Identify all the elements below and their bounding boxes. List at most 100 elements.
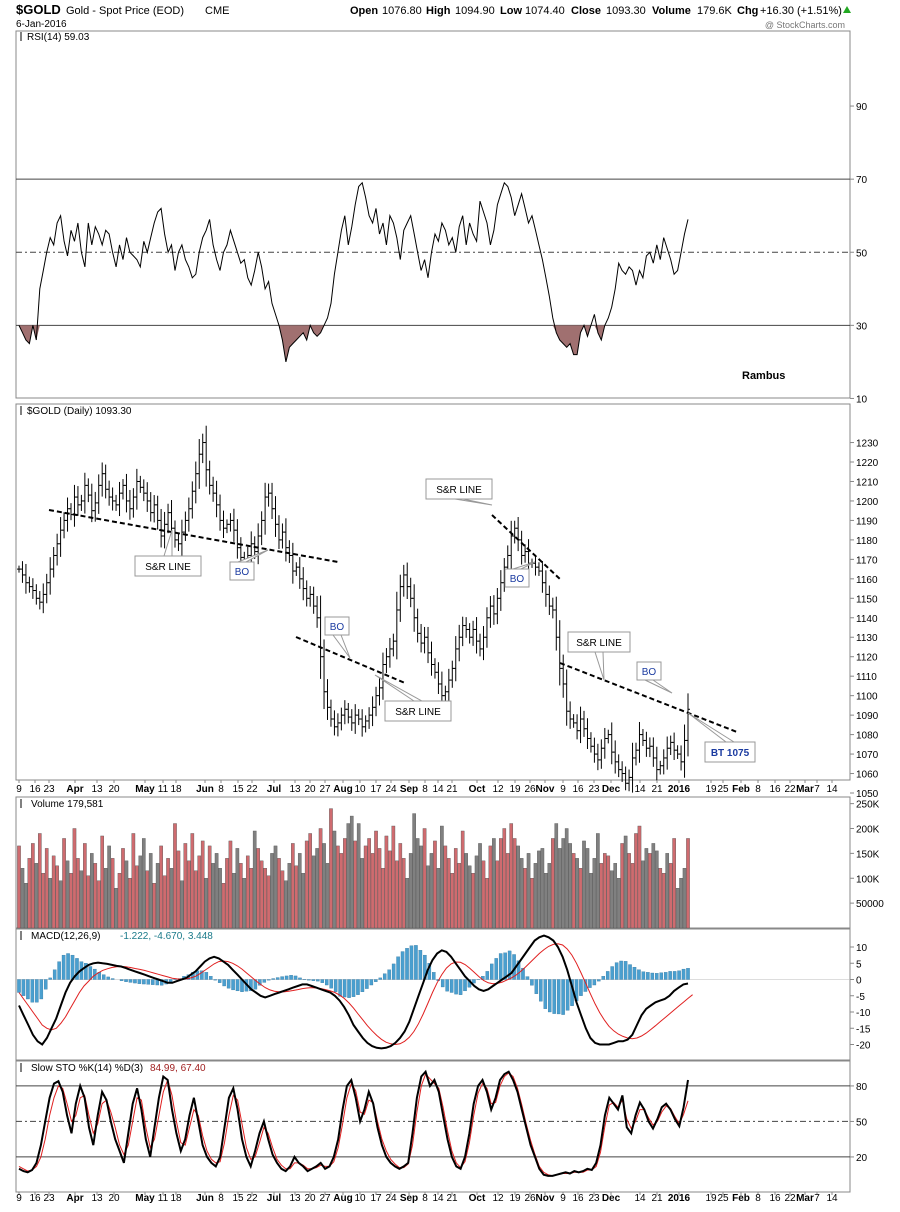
volume-bar: [451, 873, 454, 928]
x-tick-label: 19: [509, 784, 521, 795]
x-tick-label: 8: [755, 784, 761, 795]
volume-bar: [607, 856, 610, 928]
volume-bar: [388, 851, 391, 928]
macd-histogram-bar: [339, 980, 342, 997]
x-tick-label: 2016: [668, 1193, 691, 1204]
x-tick-label: Mar: [796, 784, 814, 795]
volume-bar: [128, 878, 131, 928]
volume-bar: [517, 846, 520, 928]
high-label: High: [426, 5, 451, 17]
x-tick-label: Oct: [469, 784, 486, 795]
price-y-tick-label: 1110: [856, 672, 877, 683]
volume-bar: [458, 863, 461, 928]
macd-histogram-bar: [53, 970, 56, 980]
macd-histogram-bar: [66, 954, 69, 980]
annotation-label: S&R LINE: [576, 638, 622, 649]
watermark: @ StockCharts.com: [765, 20, 845, 30]
price-y-tick-label: 1120: [856, 653, 878, 664]
x-tick-label: 20: [108, 784, 120, 795]
volume-bar: [534, 863, 537, 928]
macd-histogram-bar: [620, 961, 623, 980]
macd-histogram-bar: [312, 980, 315, 981]
volume-bar: [364, 846, 367, 928]
volume-bar: [146, 871, 149, 928]
x-tick-label: 8: [218, 1193, 224, 1204]
price-y-tick-label: 1130: [856, 633, 878, 644]
volume-bar: [513, 838, 516, 928]
macd-histogram-bar: [441, 980, 444, 987]
volume-bar: [246, 856, 249, 928]
rsi-frame: [16, 31, 850, 398]
volume-bar: [624, 836, 627, 928]
volume-bar: [627, 853, 630, 928]
x-tick-label: 23: [588, 784, 600, 795]
volume-bar: [177, 851, 180, 928]
volume-bar: [288, 863, 291, 928]
volume-bar: [430, 853, 433, 928]
volume-bar: [309, 833, 312, 928]
volume-bar: [666, 853, 669, 928]
volume-bar: [652, 843, 655, 928]
x-tick-label: 20: [304, 1193, 316, 1204]
macd-histogram-bar: [637, 970, 640, 980]
volume-bar: [201, 841, 204, 928]
macd-histogram-bar: [365, 980, 368, 989]
macd-histogram-bar: [677, 971, 680, 980]
x-tick-label: 21: [651, 1193, 663, 1204]
macd-histogram-bar: [111, 979, 114, 980]
volume-bar: [523, 868, 526, 928]
macd-histogram-bar: [352, 980, 355, 997]
volume-bar: [277, 858, 280, 928]
macd-histogram-bar: [397, 957, 400, 980]
volume-bar: [225, 858, 228, 928]
volume-bar: [378, 848, 381, 928]
macd-histogram-bar: [26, 980, 29, 1000]
x-tick-label: 19: [705, 1193, 717, 1204]
stochastic-title: Slow STO %K(14) %D(3): [31, 1063, 143, 1074]
volume-bar: [648, 853, 651, 928]
macd-histogram-bar: [356, 980, 359, 995]
macd-histogram-bar: [236, 980, 239, 991]
price-y-tick-label: 1220: [856, 458, 879, 469]
macd-histogram-bar: [142, 980, 145, 985]
annotation-label: BO: [235, 567, 250, 578]
volume-bar: [655, 851, 658, 928]
volume-title: Volume 179,581: [31, 799, 104, 810]
volume-bar: [461, 831, 464, 928]
volume-bar: [253, 831, 256, 928]
macd-histogram-bar: [107, 977, 110, 980]
volume-bar: [541, 848, 544, 928]
volume-bar: [66, 861, 69, 928]
stochastic-values: 84.99, 67.40: [150, 1063, 206, 1074]
volume-bar: [392, 826, 395, 928]
volume-bar: [465, 853, 468, 928]
volume-bar: [191, 833, 194, 928]
price-y-tick-label: 1190: [856, 516, 878, 527]
macd-histogram-bar: [17, 980, 20, 993]
volume-bar: [218, 868, 221, 928]
macd-histogram-bar: [557, 980, 560, 1014]
x-tick-label: 15: [232, 1193, 244, 1204]
macd-histogram-bar: [214, 980, 217, 981]
x-tick-label: 8: [755, 1193, 761, 1204]
price-y-tick-label: 1180: [856, 536, 878, 547]
volume-bar: [454, 848, 457, 928]
macd-histogram-bar: [124, 980, 127, 982]
volume-bar: [24, 883, 27, 928]
volume-bar: [62, 838, 65, 928]
volume-bar: [485, 878, 488, 928]
macd-histogram-bar: [120, 980, 123, 981]
price-y-tick-label: 1210: [856, 477, 879, 488]
volume-bar: [212, 863, 215, 928]
macd-histogram-bar: [383, 974, 386, 980]
rsi-y-tick-label: 70: [856, 175, 868, 186]
macd-histogram-bar: [133, 980, 136, 984]
macd-histogram-bar: [401, 952, 404, 980]
annotation-label: S&R LINE: [145, 562, 191, 573]
x-tick-label: 19: [509, 1193, 521, 1204]
x-tick-label: Dec: [602, 784, 621, 795]
volume-bar: [333, 831, 336, 928]
